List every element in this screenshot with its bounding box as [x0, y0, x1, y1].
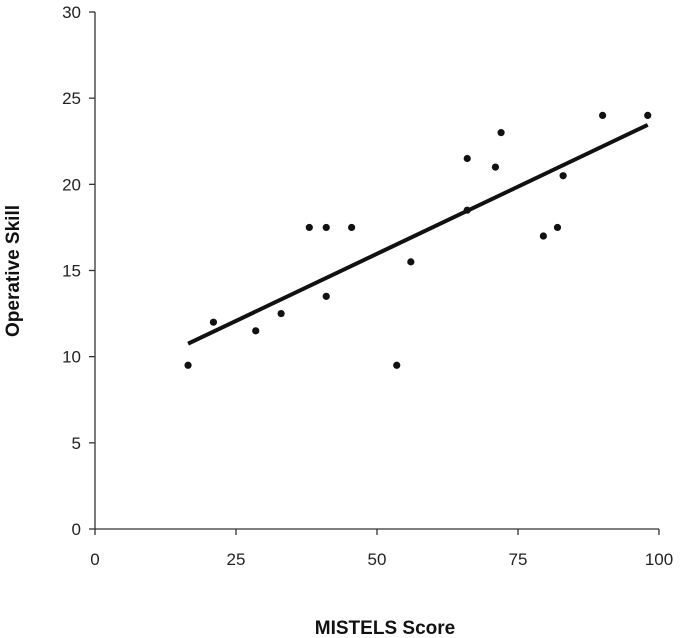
- y-tick-label: 0: [72, 520, 81, 539]
- data-point: [305, 223, 313, 232]
- y-tick-label: 30: [62, 3, 81, 22]
- data-point: [463, 206, 471, 214]
- x-tick-label: 100: [645, 550, 673, 569]
- y-axis-title: Operative Skill: [3, 205, 24, 337]
- data-point: [393, 361, 401, 369]
- data-point: [553, 223, 562, 232]
- trendline: [187, 123, 649, 346]
- data-point: [599, 111, 607, 119]
- x-axis-title: MISTELS Score: [315, 618, 455, 638]
- x-tick-label: 50: [368, 550, 387, 569]
- data-point: [497, 129, 505, 137]
- data-points: [184, 111, 652, 369]
- x-tick-label: 25: [227, 550, 246, 569]
- y-tick-label: 10: [62, 348, 81, 367]
- data-point: [644, 111, 652, 119]
- axes: [94, 12, 659, 530]
- data-point: [463, 154, 471, 163]
- data-point: [559, 172, 567, 180]
- data-point: [539, 232, 547, 240]
- data-point: [209, 318, 218, 326]
- data-point: [348, 223, 356, 232]
- data-point: [491, 163, 500, 171]
- trendline-group: [187, 123, 649, 346]
- x-tick-label: 75: [509, 550, 528, 569]
- data-point: [277, 309, 285, 318]
- data-point: [252, 327, 260, 335]
- y-tick-label: 20: [62, 175, 81, 194]
- y-tick-label: 25: [62, 89, 81, 108]
- data-point: [322, 223, 330, 232]
- data-point: [322, 292, 330, 300]
- data-point: [407, 258, 415, 266]
- y-tick-label: 15: [62, 262, 81, 281]
- x-tick-label: 0: [90, 550, 99, 569]
- axis-ticks: 0 5 10 15 20 25 30 0 25 50 75 100: [62, 3, 673, 569]
- data-point: [184, 361, 192, 369]
- y-tick-label: 5: [72, 434, 81, 453]
